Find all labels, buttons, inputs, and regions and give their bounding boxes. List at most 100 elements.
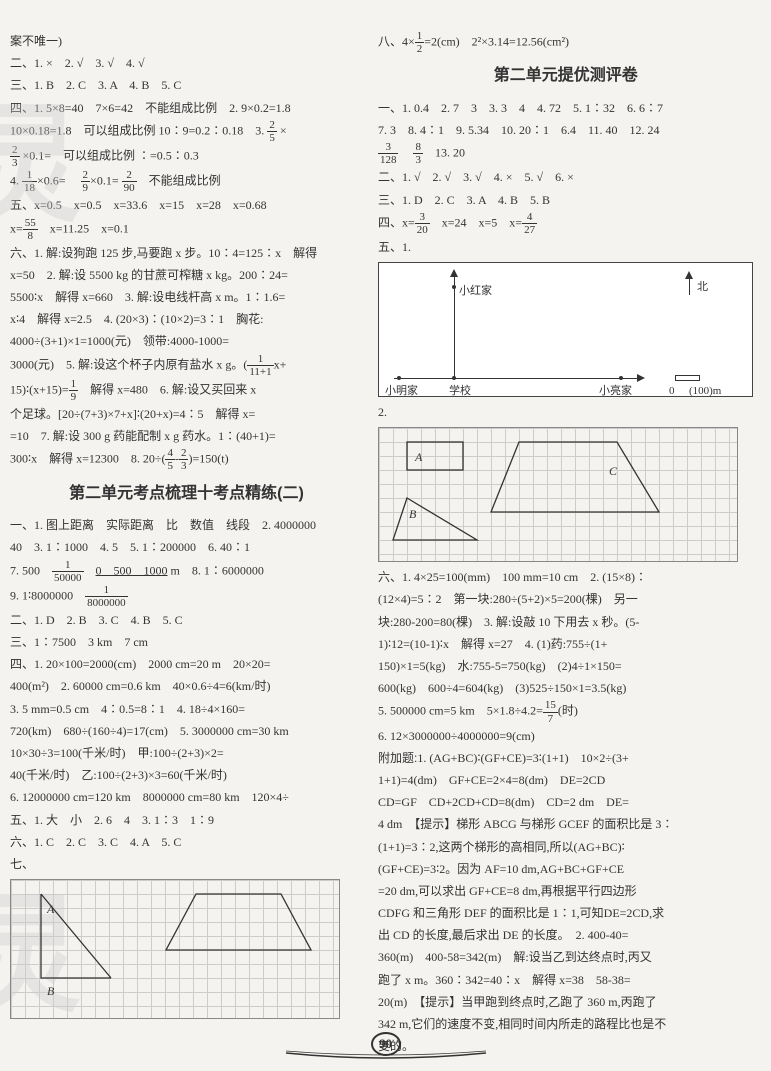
fraction: 320 <box>415 211 430 236</box>
page-swoosh-icon <box>286 1041 486 1061</box>
section-8: 八、4×12=2(cm) 2²×3.14=12.56(cm²) <box>378 30 754 55</box>
section-6-line: 3000(元) 5. 解:设这个杯子内原有盐水 x g。(111+1x+ <box>10 353 363 378</box>
north-line <box>689 277 690 295</box>
fraction: 427 <box>522 211 537 236</box>
bonus-line: CD=GF CD+2CD+CD=8(dm) CD=2 dm DE= <box>378 791 754 813</box>
section-6-line: 300∶x 解得 x=12300 8. 20÷(45-23)=150(t) <box>10 447 363 472</box>
section-6-line: 5500∶x 解得 x=660 3. 解:设电线杆高 x m。1∶1.6= <box>10 286 363 308</box>
point-dot <box>452 285 456 289</box>
section-4-line: 四、1. 5×8=40 7×6=42 不能组成比例 2. 9×0.2=1.8 <box>10 97 363 119</box>
r6-line: 6. 12×3000000÷4000000=9(cm) <box>378 725 754 747</box>
shapes-svg <box>11 880 341 1020</box>
text-line: 案不唯一) <box>10 30 363 52</box>
grid-diagram-left: A B <box>10 879 340 1019</box>
scale-bar <box>675 375 700 381</box>
bonus-line: 20(m) 【提示】当甲跑到终点时,乙跑了 360 m,丙跑了 <box>378 991 754 1013</box>
p4-line: 400(m²) 2. 60000 cm=0.6 km 40×0.6÷4=6(km… <box>10 675 363 697</box>
r6-line: 600(kg) 600÷4=604(kg) (3)525÷150×1=3.5(k… <box>378 677 754 699</box>
r1-line: 7. 3 8. 4∶1 9. 5.34 10. 20∶1 6.4 11. 40 … <box>378 119 754 141</box>
r6-line: (12×4)=5∶2 第一块:280÷(5+2)×5=200(棵) 另一 <box>378 588 754 610</box>
fraction: 18000000 <box>85 584 128 609</box>
section-6-line: x∶4 解得 x=2.5 4. (20×3)∶(10×2)=3∶1 胸花: <box>10 308 363 330</box>
fraction: 3128 <box>378 141 399 166</box>
label-xiaoliang: 小亮家 <box>599 381 632 401</box>
fraction: 558 <box>23 217 38 242</box>
section-6-line: x=50 2. 解:设 5500 kg 的甘蔗可榨糖 x kg。200∶24= <box>10 264 363 286</box>
r6-line: 1)∶12=(10-1)∶x 解得 x=27 4. (1)药:755÷(1+ <box>378 633 754 655</box>
r5-2-label: 2. <box>378 401 754 423</box>
p2-line: 二、1. D 2. B 3. C 4. B 5. C <box>10 609 363 631</box>
bonus-line: CDFG 和三角形 DEF 的面积比是 1∶1,可知DE=2CD,求 <box>378 902 754 924</box>
p7-label: 七、 <box>10 853 363 875</box>
left-column: 案不唯一) 二、1. × 2. √ 3. √ 4. √ 三、1. B 2. C … <box>10 30 363 1021</box>
coordinate-chart: 小红家 北 小明家 学校 小亮家 0 (100)m <box>378 262 754 397</box>
section-6-line: 个足球。[20÷(7+3)×7+x]∶(20+x)=4∶5 解得 x= <box>10 403 363 425</box>
x-axis <box>394 378 639 379</box>
section-5: 五、x=0.5 x=0.5 x=33.6 x=15 x=28 x=0.68 <box>10 194 363 216</box>
p4-line: 720(km) 680÷(160÷4)=17(cm) 5. 3000000 cm… <box>10 720 363 742</box>
bonus-line: (GF+CE)=3∶2。因为 AF=10 dm,AG+BC+GF+CE <box>378 858 754 880</box>
right-column: 八、4×12=2(cm) 2²×3.14=12.56(cm²) 第二单元提优测评… <box>378 30 754 1021</box>
bonus-line: 跑了 x m。360∶342=40∶x 解得 x=38 58-38= <box>378 969 754 991</box>
p5-line: 五、1. 大 小 2. 6 4 3. 1∶3 1∶9 <box>10 809 363 831</box>
p1-line: 7. 500 150000 0 500 1000 m 8. 1∶6000000 <box>10 559 363 584</box>
fraction: 157 <box>543 699 558 724</box>
fraction: 23 <box>10 144 20 169</box>
origin-dot <box>452 376 456 380</box>
section-6-line: 15)∶(x+15)=19 解得 x=480 6. 解:设又买回来 x <box>10 378 363 403</box>
fraction: 19 <box>69 378 79 403</box>
r6-line: 150)×1=5(kg) 水:755-5=750(kg) (2)4÷1×150= <box>378 655 754 677</box>
bonus-line: =20 dm,可以求出 GF+CE=8 dm,再根据平行四边形 <box>378 880 754 902</box>
p1-line: 一、1. 图上距离 实际距离 比 数值 线段 2. 4000000 <box>10 514 363 536</box>
section-4-line: 4. 118×0.6= 29×0.1= 290 不能组成比例 <box>10 169 363 194</box>
bonus-line: 附加题:1. (AG+BC)∶(GF+CE)=3∶(1+1) 10×2÷(3+ <box>378 747 754 769</box>
label-C: C <box>609 460 617 482</box>
grid-diagram-right: A B C <box>378 427 738 562</box>
label-B: B <box>409 503 416 525</box>
fraction: 150000 <box>52 559 84 584</box>
p4-line: 40(千米/时) 乙:100÷(2+3)×3=60(千米/时) <box>10 764 363 786</box>
section-6-line: =10 7. 解:设 300 g 药能配制 x g 药水。1∶(40+1)= <box>10 425 363 447</box>
p1-line: 9. 1∶8000000 18000000 <box>10 584 363 609</box>
bonus-line: 342 m,它们的速度不变,相同时间内所走的路程比也是不 <box>378 1013 754 1035</box>
r6-line: 六、1. 4×25=100(mm) 100 mm=10 cm 2. (15×8)… <box>378 566 754 588</box>
bonus-line: 1+1)=4(dm) GF+CE=2×4=8(dm) DE=2CD <box>378 769 754 791</box>
r1-line: 一、1. 0.4 2. 7 3 3. 3 4 4. 72 5. 1∶32 6. … <box>378 97 754 119</box>
page-container: 案不唯一) 二、1. × 2. √ 3. √ 4. √ 三、1. B 2. C … <box>0 0 771 1071</box>
p6-line: 六、1. C 2. C 3. C 4. A 5. C <box>10 831 363 853</box>
r5-label: 五、1. <box>378 236 754 258</box>
label-xiaoming: 小明家 <box>385 381 418 401</box>
section-6-line: 六、1. 解:设狗跑 125 步,马要跑 x 步。10∶4=125∶x 解得 <box>10 242 363 264</box>
section-4-line: 10×0.18=1.8 可以组成比例 10∶9=0.2∶0.18 3. 25 × <box>10 119 363 144</box>
r1-line: 3128 83 13. 20 <box>378 141 754 166</box>
bonus-line: 360(m) 400-58=342(m) 解:设当乙到达终点时,丙又 <box>378 946 754 968</box>
p1-line: 40 3. 1∶1000 4. 5 5. 1∶200000 6. 40∶1 <box>10 536 363 558</box>
fraction: 29 <box>81 169 91 194</box>
p4-line: 10×30÷3=100(千米/时) 甲:100÷(2+3)×2= <box>10 742 363 764</box>
p4-line: 四、1. 20×100=2000(cm) 2000 cm=20 m 20×20= <box>10 653 363 675</box>
r6-line: 块:280-200=80(棵) 3. 解:设敲 10 下用去 x 秒。(5- <box>378 611 754 633</box>
bonus-line: (1+1)=3∶2,这两个梯形的高相同,所以(AG+BC)∶ <box>378 836 754 858</box>
fraction: 45 <box>165 447 175 472</box>
r3-line: 三、1. D 2. C 3. A 4. B 5. B <box>378 189 754 211</box>
heading-unit2-practice: 第二单元考点梳理十考点精练(二) <box>10 479 363 509</box>
fraction: 12 <box>415 30 425 55</box>
label-A: A <box>47 898 54 920</box>
scale-unit: (100)m <box>689 381 721 401</box>
r4-line: 四、x=320 x=24 x=5 x=427 <box>378 211 754 236</box>
section-4-line: 23 ×0.1= 可以组成比例 ∶=0.5∶0.3 <box>10 144 363 169</box>
section-2: 二、1. × 2. √ 3. √ 4. √ <box>10 52 363 74</box>
point-dot <box>397 376 401 380</box>
label-A: A <box>415 446 422 468</box>
heading-unit2-test: 第二单元提优测评卷 <box>378 61 754 91</box>
r6-line: 5. 500000 cm=5 km 5×1.8÷4.2=157(时) <box>378 699 754 724</box>
p3-line: 三、1∶7500 3 km 7 cm <box>10 631 363 653</box>
fraction: 23 <box>179 447 189 472</box>
arrow-up-icon <box>450 269 458 277</box>
shapes-svg <box>379 428 739 563</box>
label-xiaohong: 小红家 <box>459 281 492 301</box>
section-5b: x=558 x=11.25 x=0.1 <box>10 217 363 242</box>
fraction: 25 <box>267 119 277 144</box>
fraction: 118 <box>22 169 37 194</box>
p4-line: 3. 5 mm=0.5 cm 4∶0.5=8∶1 4. 18÷4×160= <box>10 698 363 720</box>
